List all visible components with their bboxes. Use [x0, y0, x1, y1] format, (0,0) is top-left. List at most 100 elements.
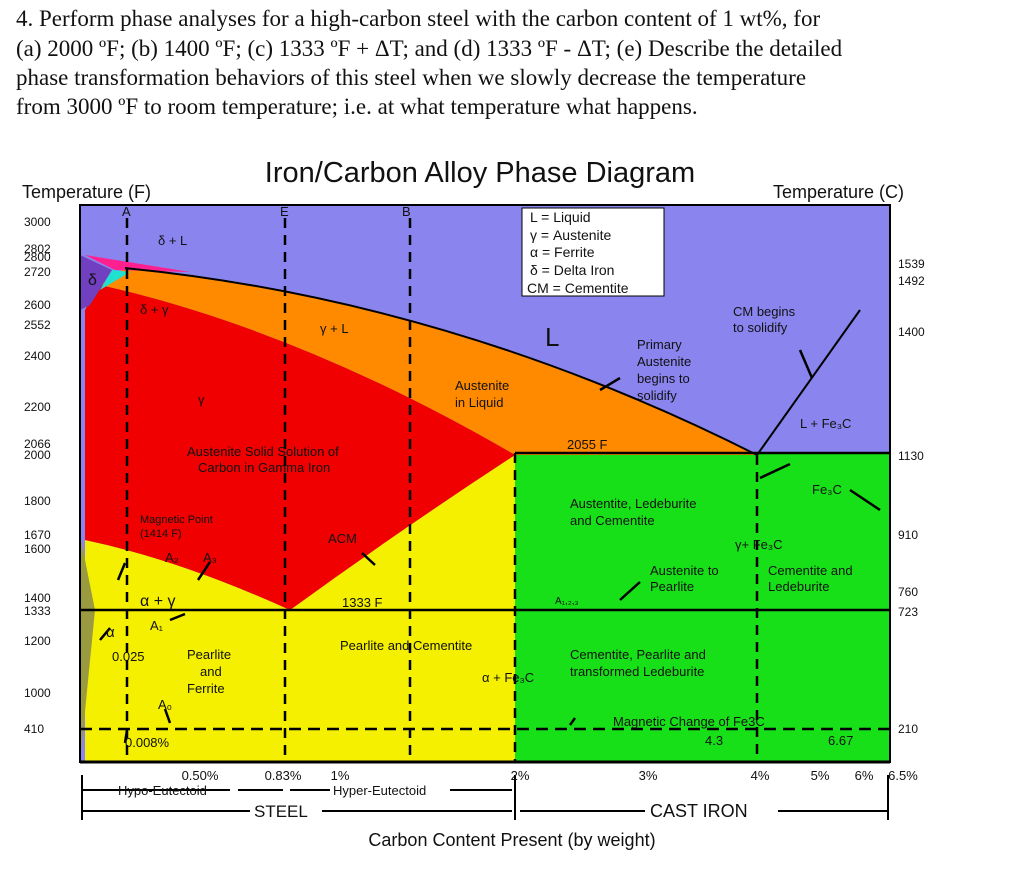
range-label: STEEL: [254, 802, 308, 821]
legend-entry: L = Liquid: [530, 209, 591, 225]
left-tick-label: 2066: [24, 437, 51, 451]
question-line: 4. Perform phase analyses for a high-car…: [16, 6, 820, 31]
legend-entry: δ = Delta Iron: [530, 262, 614, 278]
left-tick-label: 3000: [24, 215, 51, 229]
region-label: Carbon in Gamma Iron: [198, 460, 330, 475]
right-tick-label: 1130: [898, 449, 924, 463]
region-label: CM begins: [733, 304, 796, 319]
phase-lines: [79, 204, 891, 820]
right-tick-label: 1400: [898, 325, 925, 339]
region-label: solidify: [637, 388, 677, 403]
region-label: Fe₃C: [812, 482, 842, 497]
region-label: B: [402, 204, 411, 219]
region-label: δ + L: [158, 233, 187, 248]
axis-title: Carbon Content Present (by weight): [368, 830, 655, 850]
right-tick-label: 760: [898, 585, 918, 599]
region-label: γ + L: [320, 321, 349, 336]
axis-title: Temperature (C): [773, 182, 904, 202]
left-tick-label: 2400: [24, 349, 51, 363]
region-label: begins to: [637, 371, 690, 386]
region-label: Pearlite: [650, 579, 694, 594]
region-label: 1333 F: [342, 595, 383, 610]
legend-entry: α = Ferrite: [530, 244, 595, 260]
region-label: α: [106, 624, 115, 641]
right-tick-label: 910: [898, 528, 918, 542]
region-label: and Cementite: [570, 513, 655, 528]
bottom-tick-label: 0.50%: [182, 768, 219, 783]
bottom-tick-label: 0.83%: [265, 768, 302, 783]
region-label: Ferrite: [187, 681, 225, 696]
bottom-tick-label: 3%: [639, 768, 658, 783]
bottom-tick-label: 1%: [331, 768, 350, 783]
region-label: 0.025: [112, 649, 145, 664]
left-tick-label: 410: [24, 722, 44, 736]
region-label: 4.3: [705, 733, 723, 748]
axis-title: Temperature (F): [22, 182, 151, 202]
left-tick-label: 2720: [24, 265, 51, 279]
region-label: (1414 F): [140, 528, 182, 540]
left-tick-label: 1000: [24, 686, 51, 700]
left-tick-label: 1670: [24, 528, 51, 542]
left-tick-label: 1200: [24, 634, 51, 648]
range-label: Hyper-Eutectoid: [333, 783, 426, 798]
region-label: L + Fe₃C: [800, 416, 851, 431]
region-label: Primary: [637, 337, 682, 352]
bottom-tick-label: 5%: [811, 768, 830, 783]
right-tick-label: 210: [898, 722, 918, 736]
bottom-tick-label: 6.5%: [888, 768, 918, 783]
left-tick-label: 1800: [24, 494, 51, 508]
phase-regions: [80, 205, 890, 762]
right-tick-label: 723: [898, 605, 918, 619]
region-label: and: [200, 664, 222, 679]
right-tick-label: 1539: [898, 257, 925, 271]
diagram-title: Iron/Carbon Alloy Phase Diagram: [265, 157, 695, 189]
region-label: δ + γ: [140, 302, 169, 317]
left-tick-label: 1400: [24, 591, 51, 605]
left-tick-label: 2000: [24, 448, 51, 462]
region-label: A₀: [158, 697, 172, 712]
region-label: Cementite, Pearlite and: [570, 647, 706, 662]
region-label: Austenite Solid Solution of: [187, 444, 339, 459]
left-tick-label: 1600: [24, 542, 51, 556]
region-label: Austenite: [455, 378, 509, 393]
region-label: Ledeburite: [768, 579, 829, 594]
region-label: A₃: [203, 550, 217, 565]
bottom-tick-label: 4%: [751, 768, 770, 783]
question: 4. Perform phase analyses for a high-car…: [16, 6, 843, 119]
region-label: 2055 F: [567, 437, 608, 452]
legend-box: [521, 207, 665, 297]
region-label: transformed Ledeburite: [570, 664, 704, 679]
question-line: (a) 2000 ºF; (b) 1400 ºF; (c) 1333 ºF + …: [16, 36, 843, 61]
region-label: in Liquid: [455, 395, 503, 410]
region-label: Austenite: [637, 354, 691, 369]
left-tick-label: 2552: [24, 318, 51, 332]
region-label: Magnetic Change of Fe3C: [613, 714, 765, 729]
region-label: ACM: [328, 531, 357, 546]
region-label: 6.67: [828, 733, 853, 748]
legend-entry: CM = Cementite: [527, 280, 629, 296]
region-label: Pearlite: [187, 647, 231, 662]
region-label: A₁: [150, 618, 164, 633]
region-label: Austenite to: [650, 563, 719, 578]
region-label: A: [122, 204, 131, 219]
question-line: phase transformation behaviors of this s…: [16, 65, 806, 90]
region-label: α + γ: [140, 593, 175, 610]
region-label: E: [280, 204, 289, 219]
left-tick-label: 1333: [24, 604, 51, 618]
region-label: 0.008%: [125, 735, 170, 750]
region-label: γ+ Fe₃C: [735, 537, 783, 552]
range-label: Hypo-Eutectoid: [118, 783, 207, 798]
region-label: A₁,₂,₃: [555, 596, 579, 607]
region-label: α + Fe₃C: [482, 670, 534, 685]
range-label: CAST IRON: [650, 801, 748, 821]
left-tick-label: 2200: [24, 400, 51, 414]
right-tick-label: 1492: [898, 274, 925, 288]
region-label: to solidify: [733, 320, 788, 335]
region-label: δ: [88, 272, 97, 289]
legend-entry: γ = Austenite: [530, 227, 612, 243]
region-label: Pearlite and Cementite: [340, 638, 472, 653]
region-label: Cementite and: [768, 563, 853, 578]
question-line: from 3000 ºF to room temperature; i.e. a…: [16, 94, 698, 119]
region-label: L: [545, 322, 559, 352]
